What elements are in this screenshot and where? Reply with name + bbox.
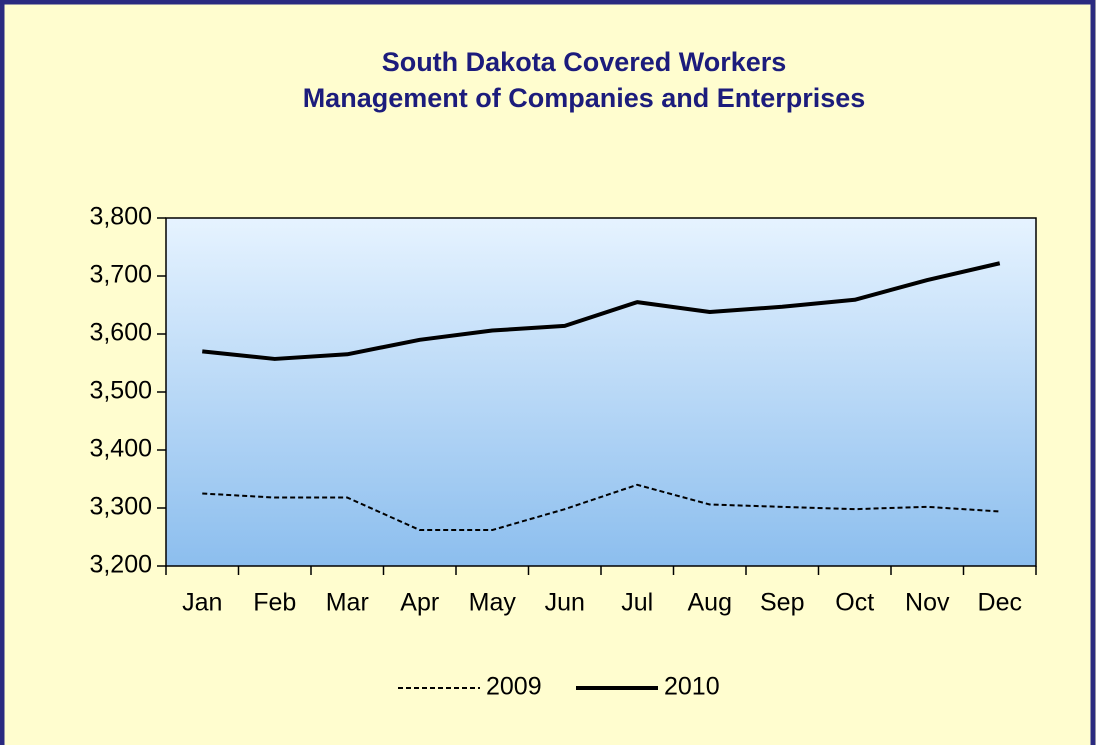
y-tick-label: 3,700 (89, 261, 152, 289)
x-tick-label: Mar (326, 589, 369, 617)
x-tick-label: Oct (835, 589, 874, 617)
legend-label: 2009 (486, 673, 542, 701)
chart-title: South Dakota Covered Workers (382, 47, 787, 77)
y-tick-label: 3,200 (89, 551, 152, 579)
plot-area (165, 217, 1037, 567)
legend-label: 2010 (664, 673, 720, 701)
x-tick-label: Jul (621, 589, 653, 617)
chart-subtitle: Management of Companies and Enterprises (303, 83, 866, 113)
y-tick-label: 3,800 (89, 203, 152, 231)
x-tick-label: Aug (688, 589, 732, 617)
x-tick-label: May (469, 589, 517, 617)
x-tick-label: Jun (545, 589, 585, 617)
series-line (202, 261, 1001, 361)
x-tick-label: Apr (400, 589, 439, 617)
y-tick-label: 3,400 (89, 435, 152, 463)
y-tick-label: 3,500 (89, 377, 152, 405)
x-tick-label: Feb (253, 589, 296, 617)
x-tick-label: Sep (760, 589, 804, 617)
x-tick-label: Jan (182, 589, 222, 617)
x-tick-label: Nov (905, 589, 950, 617)
y-tick-label: 3,600 (89, 319, 152, 347)
series-line (202, 483, 1000, 532)
y-tick-label: 3,300 (89, 493, 152, 521)
x-tick-label: Dec (978, 589, 1022, 617)
